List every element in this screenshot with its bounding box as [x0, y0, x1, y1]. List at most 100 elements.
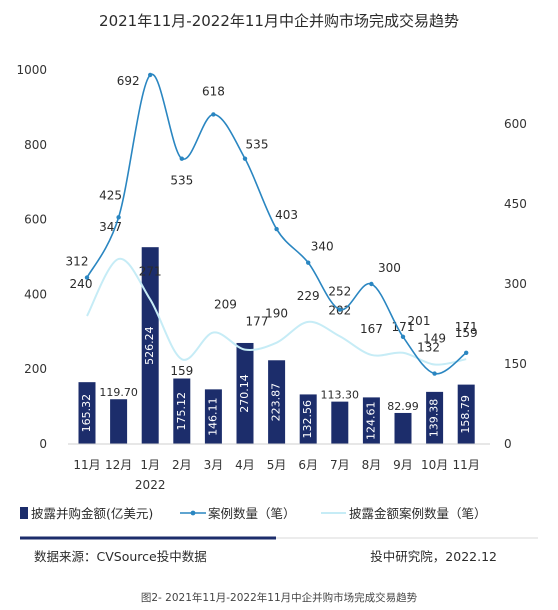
line-point — [432, 371, 437, 376]
bar — [141, 247, 159, 444]
x-tick-label: 10月 — [421, 458, 448, 472]
disclosed-cases-label: 240 — [70, 277, 93, 291]
disclosed-cases-label: 177 — [246, 315, 269, 329]
line-point — [369, 281, 374, 287]
y-left-tick-label: 400 — [24, 287, 47, 301]
axes: 0 200 400 600 800 1000 0 150 300 450 600 11月 12月 1月 2月… — [16, 63, 526, 492]
disclosed-cases-label: 209 — [214, 298, 237, 312]
bar — [173, 378, 191, 444]
y-left-tick-label: 600 — [24, 213, 47, 227]
legend-disclosed-label: 披露金额案例数量（笔） — [349, 506, 487, 521]
x-tick-label: 5月 — [267, 458, 287, 472]
disclosed-cases-label: 159 — [455, 326, 478, 340]
publisher-note: 投中研究院，2022.12 — [370, 549, 497, 564]
legend-cases-label: 案例数量（笔） — [208, 506, 296, 521]
disclosed-cases-label: 159 — [170, 364, 193, 378]
y-right-tick-label: 300 — [504, 277, 527, 291]
cases-label: 340 — [311, 240, 334, 254]
cases-label: 312 — [66, 255, 89, 269]
footer: 数据来源：CVSource投中数据 投中研究院，2022.12 — [20, 536, 538, 564]
cases-label: 535 — [170, 174, 193, 188]
line-series: 2403472711592091771902292021671711491593… — [66, 72, 478, 378]
bar-data-label: 113.30 — [321, 389, 360, 402]
x-year-label: 2022 — [135, 478, 166, 492]
disclosed-cases-label: 167 — [360, 322, 383, 336]
bar-data-label: 270.14 — [238, 374, 251, 413]
x-tick-label: 8月 — [362, 458, 382, 472]
cases-label: 171 — [455, 320, 478, 334]
y-left-tick-label: 1000 — [16, 63, 47, 77]
bar-data-label: 124.61 — [364, 401, 377, 440]
source-note: 数据来源：CVSource投中数据 — [34, 549, 207, 564]
legend: 披露并购金额(亿美元) 案例数量（笔） 披露金额案例数量（笔） — [20, 506, 487, 521]
legend-bar-swatch — [20, 507, 28, 519]
line-point — [274, 226, 279, 232]
bar-series: 165.32 119.70 526.24 175.12 146.11 270.14 223.… — [78, 247, 475, 444]
cases-label: 201 — [408, 314, 431, 328]
bar — [394, 412, 412, 444]
bar-data-label: 146.11 — [206, 397, 219, 436]
disclosed-cases-label: 190 — [265, 307, 288, 321]
bar-data-label: 223.87 — [270, 383, 283, 422]
line-point — [148, 72, 153, 78]
line-point — [400, 334, 406, 339]
cases-label: 252 — [328, 285, 351, 299]
disclosed-cases-label: 271 — [139, 264, 162, 278]
bar-data-label: 158.79 — [459, 395, 472, 434]
figure-caption: 图2- 2021年11月-2022年11月中企并购市场完成交易趋势 — [141, 591, 418, 604]
bar — [78, 382, 96, 444]
bar-data-label: 526.24 — [143, 326, 156, 365]
x-tick-label: 3月 — [204, 458, 224, 472]
x-tick-label: 1月 — [140, 458, 160, 472]
disclosed-cases-label: 347 — [99, 220, 122, 234]
disclosed-cases-label: 149 — [423, 332, 446, 346]
y-right-tick-label: 150 — [504, 357, 527, 371]
bar-data-label: 119.70 — [99, 386, 138, 399]
bar — [236, 342, 254, 444]
cases-label: 132 — [417, 341, 440, 355]
bar — [331, 401, 349, 444]
x-tick-label: 7月 — [330, 458, 350, 472]
bar — [426, 391, 444, 444]
legend-bar-label: 披露并购金额(亿美元) — [31, 506, 153, 521]
x-tick-label: 11月 — [73, 458, 100, 472]
x-tick-label: 6月 — [298, 458, 318, 472]
legend-cases-marker — [190, 510, 196, 516]
y-right-tick-label: 0 — [504, 437, 512, 451]
x-tick-label: 4月 — [235, 458, 255, 472]
line-point — [242, 156, 248, 161]
x-tick-label: 12月 — [105, 458, 132, 472]
disclosed-cases-label: 229 — [297, 289, 320, 303]
chart-title: 2021年11月-2022年11月中企并购市场完成交易趋势 — [99, 12, 459, 30]
y-left-tick-label: 0 — [39, 437, 47, 451]
cases-label: 403 — [275, 208, 298, 222]
cases-label: 618 — [202, 84, 225, 98]
bar-data-label: 175.12 — [175, 392, 188, 431]
bar — [268, 360, 286, 444]
disclosed-cases-label: 171 — [392, 320, 415, 334]
cases-label: 300 — [378, 261, 401, 275]
bar-data-label: 82.99 — [387, 400, 419, 413]
line-point — [116, 215, 121, 220]
bar — [362, 397, 380, 444]
line-point — [337, 307, 342, 312]
bar-data-label: 139.38 — [428, 399, 441, 438]
line-cases — [86, 73, 467, 375]
line-disclosed-cases — [86, 257, 467, 366]
line-point — [179, 156, 184, 161]
line-point — [464, 350, 469, 355]
bar — [110, 399, 128, 444]
y-left-tick-label: 800 — [24, 138, 47, 152]
bar — [204, 389, 222, 444]
x-tick-label: 11月 — [453, 458, 480, 472]
x-tick-label: 2月 — [172, 458, 192, 472]
cases-label: 425 — [99, 188, 122, 202]
cases-label: 692 — [117, 74, 140, 88]
line-point — [84, 275, 90, 280]
line-point — [306, 260, 311, 265]
line-point — [211, 112, 216, 117]
bar — [299, 394, 317, 444]
bar-data-label: 132.56 — [301, 400, 314, 439]
